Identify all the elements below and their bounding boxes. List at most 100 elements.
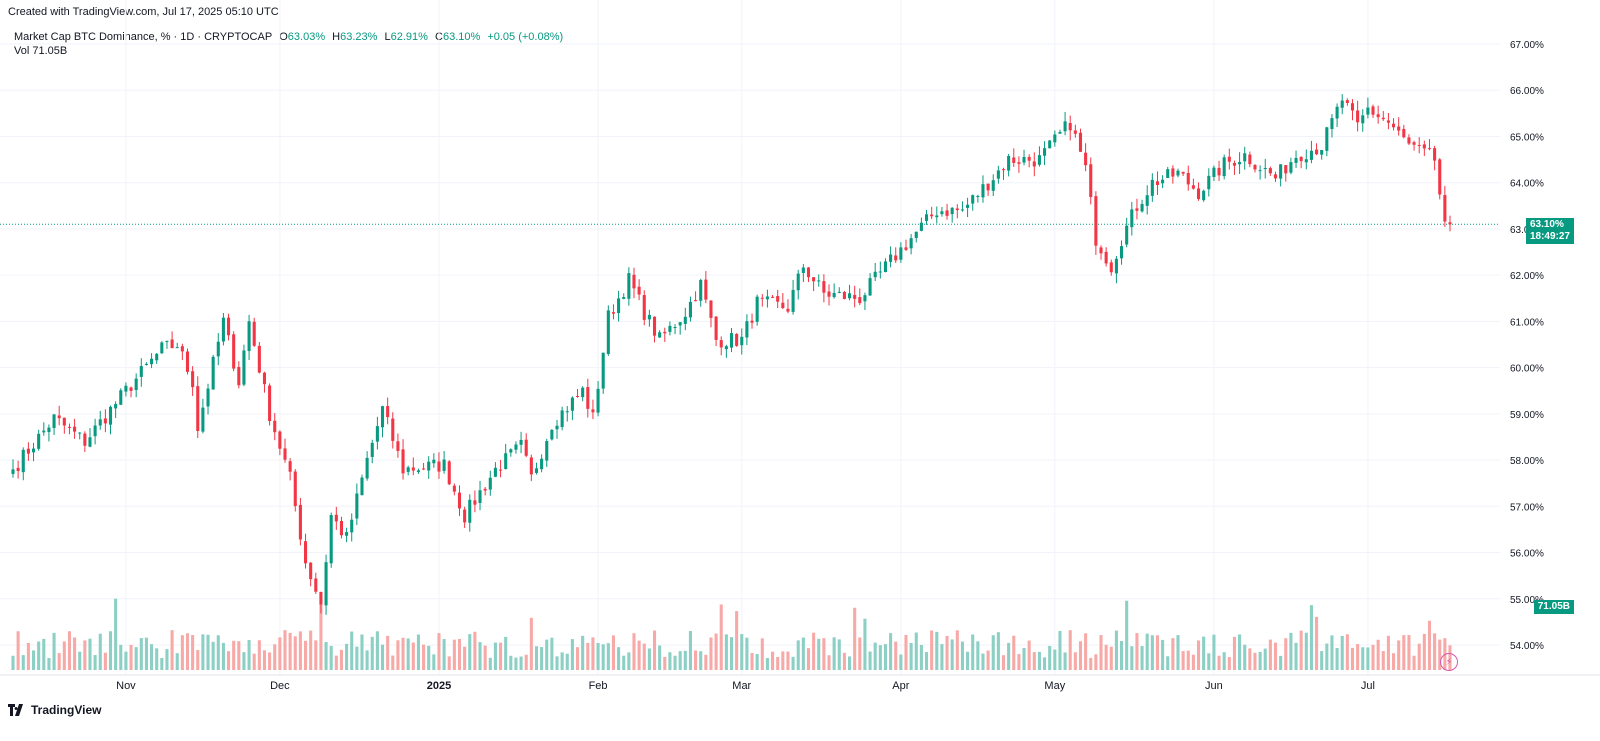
candle-body [1294, 157, 1298, 163]
volume-bar [1063, 652, 1067, 670]
volume-bar [1155, 635, 1160, 670]
candle-body [180, 346, 184, 352]
volume-bar [1253, 652, 1257, 670]
candle-body [370, 442, 374, 457]
footer-brand[interactable]: TradingView [8, 703, 101, 717]
y-tick-label: 58.00% [1510, 456, 1544, 467]
volume-bar [1104, 644, 1108, 670]
candle-body [678, 322, 682, 326]
candle-body [1171, 168, 1175, 177]
candlestick-series [11, 94, 1452, 615]
candle-body [1120, 246, 1124, 259]
candle-body [540, 458, 544, 470]
volume-bar [540, 647, 544, 670]
volume-bar [350, 631, 354, 670]
volume-bar [1330, 635, 1334, 670]
lightning-icon[interactable]: ⚡ [1440, 653, 1458, 671]
volume-bar [586, 642, 590, 670]
candle-body [1217, 167, 1221, 176]
volume-bar [1227, 657, 1231, 670]
candle-body [452, 485, 456, 492]
volume-bar [1417, 643, 1421, 670]
candle-body [1304, 159, 1308, 163]
volume-bar [1335, 648, 1339, 670]
volume-bar [160, 657, 164, 670]
candle-body [832, 293, 836, 298]
candle-body [242, 350, 246, 385]
candle-body [283, 448, 287, 460]
volume-bar [442, 639, 446, 670]
volume-bar [1140, 646, 1144, 670]
candle-body [1212, 167, 1216, 177]
volume-bar [447, 656, 451, 670]
volume-bar [1114, 630, 1118, 670]
volume-bar [83, 640, 87, 670]
volume-bar [16, 631, 20, 670]
volume-bar [386, 635, 390, 670]
candle-body [1145, 195, 1149, 206]
candle-body [278, 431, 282, 449]
candle-body [509, 449, 513, 453]
volume-bar [1084, 633, 1088, 670]
candle-body [57, 415, 61, 419]
candle-body [175, 347, 179, 349]
high-value: 63.23% [340, 31, 378, 43]
volume-bar [380, 644, 385, 670]
volume-bar [129, 644, 133, 670]
candle-body [642, 295, 646, 320]
volume-bar [904, 635, 908, 670]
volume-bar [1161, 639, 1165, 670]
volume-bar [1171, 638, 1175, 670]
candle-body [1309, 150, 1313, 160]
volume-bar [935, 631, 939, 670]
volume-bar [1361, 647, 1365, 670]
candle-body [1417, 144, 1421, 146]
volume-bar [745, 637, 749, 670]
volume-bar [339, 649, 343, 670]
candle-body [21, 449, 25, 473]
candle-body [935, 215, 939, 218]
candle-body [847, 293, 852, 299]
candle-body [894, 255, 898, 261]
candle-body [232, 334, 236, 369]
volume-bar [960, 641, 964, 670]
volume-bar [1243, 644, 1247, 670]
symbol-name[interactable]: Market Cap BTC Dominance, % · 1D · CRYPT… [14, 31, 273, 43]
volume-bar [452, 639, 456, 670]
volume-bar [966, 651, 970, 670]
volume-bar [463, 646, 467, 670]
candle-body [1381, 117, 1385, 120]
x-tick-label: May [1044, 680, 1065, 692]
candle-body [776, 296, 780, 302]
candle-body [889, 254, 893, 262]
candle-body [1058, 131, 1062, 134]
candle-body [360, 477, 364, 496]
volume-bar [1386, 635, 1390, 670]
y-tick-label: 66.00% [1510, 86, 1544, 97]
volume-bar [488, 657, 492, 670]
volume-bar [216, 635, 220, 670]
volume-bar [976, 641, 980, 670]
candle-body [812, 277, 816, 282]
candle-body [1073, 130, 1077, 134]
volume-label: Vol [14, 45, 30, 57]
grid-lines [0, 0, 1500, 675]
candle-body [1402, 128, 1406, 138]
candle-body [1422, 144, 1426, 149]
volume-bar [273, 644, 277, 670]
volume-bar [1186, 650, 1190, 670]
candle-body [524, 439, 528, 456]
candle-body [1427, 148, 1432, 150]
candle-body [1053, 134, 1057, 143]
volume-bar [801, 637, 805, 670]
volume-bar [1289, 632, 1293, 670]
volume-bar [514, 657, 518, 670]
volume-bar [170, 630, 174, 670]
candle-body [714, 316, 718, 340]
candle-body [1007, 155, 1011, 171]
candle-body [878, 271, 882, 273]
candle-body [1263, 167, 1267, 169]
volume-bar [309, 630, 313, 670]
candle-body [1186, 172, 1190, 185]
